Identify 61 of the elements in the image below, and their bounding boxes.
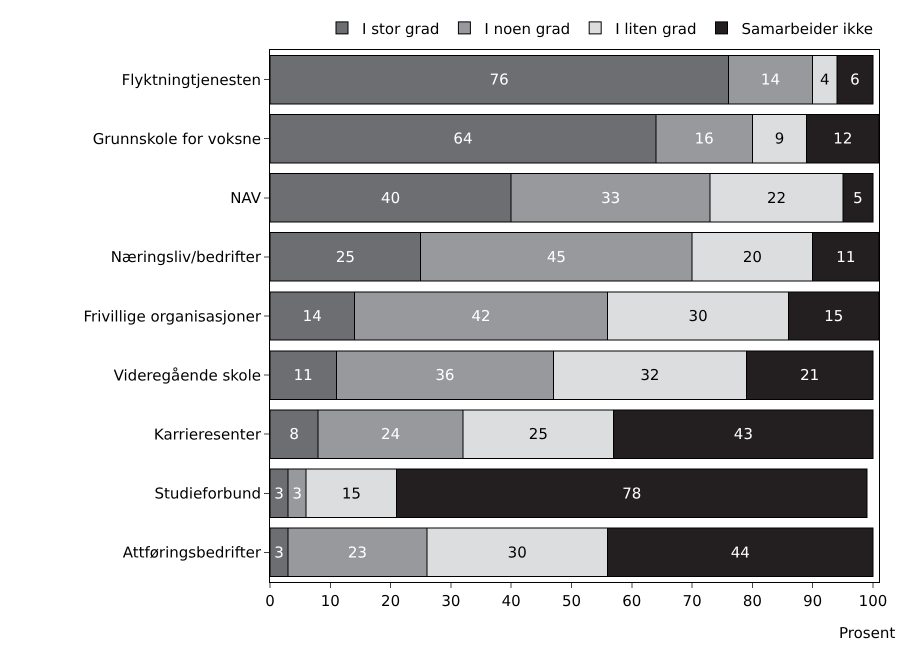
data-label: 40 xyxy=(381,188,400,207)
data-label: 14 xyxy=(760,70,780,89)
data-label: 3 xyxy=(274,543,284,562)
data-label: 12 xyxy=(833,130,852,148)
data-label: 15 xyxy=(824,307,844,325)
data-label: 30 xyxy=(508,543,527,562)
data-label: 25 xyxy=(336,248,355,266)
legend-label: Samarbeider ikke xyxy=(742,20,874,38)
data-label: 76 xyxy=(490,70,509,89)
y-tick-label: Frivillige organisasjoner xyxy=(84,307,262,326)
data-label: 24 xyxy=(381,425,400,444)
data-label: 6 xyxy=(850,70,860,89)
data-label: 33 xyxy=(601,188,620,207)
data-label: 22 xyxy=(766,188,786,207)
data-label: 3 xyxy=(292,484,302,502)
x-tick-label: 80 xyxy=(742,592,762,610)
data-label: 32 xyxy=(640,366,660,384)
data-label: 5 xyxy=(853,188,863,207)
data-label: 3 xyxy=(274,484,284,502)
data-label: 15 xyxy=(342,484,361,502)
data-label: 11 xyxy=(836,248,856,266)
legend-label: I liten grad xyxy=(615,20,697,38)
data-label: 8 xyxy=(289,425,299,444)
data-label: 9 xyxy=(774,130,784,148)
y-tick-label: Studieforbund xyxy=(154,484,261,503)
x-tick-label: 70 xyxy=(682,592,702,610)
data-label: 20 xyxy=(742,248,762,266)
y-tick-label: Grunnskole for voksne xyxy=(92,130,261,148)
data-label: 43 xyxy=(734,425,753,444)
data-label: 23 xyxy=(348,543,367,562)
x-tick-label: 40 xyxy=(502,592,521,610)
legend-label: I stor grad xyxy=(362,20,440,38)
legend-label: I noen grad xyxy=(484,20,570,38)
data-label: 16 xyxy=(694,130,714,148)
x-tick-label: 10 xyxy=(320,592,340,610)
x-tick-label: 30 xyxy=(441,592,460,610)
data-label: 21 xyxy=(800,366,820,384)
x-tick-label: 60 xyxy=(622,592,642,610)
x-tick-label: 0 xyxy=(265,592,275,610)
x-axis-title: Prosent xyxy=(839,624,896,642)
x-tick-label: 90 xyxy=(803,592,822,610)
x-tick-label: 100 xyxy=(858,592,888,610)
x-tick-label: 50 xyxy=(562,592,582,610)
data-label: 42 xyxy=(471,307,491,325)
data-label: 78 xyxy=(622,484,642,502)
data-label: 36 xyxy=(435,366,454,384)
y-tick-label: Attføringsbedrifter xyxy=(122,544,262,562)
y-tick-label: NAV xyxy=(230,189,262,208)
y-tick-label: Karrieresenter xyxy=(154,425,262,444)
data-label: 44 xyxy=(730,543,750,562)
y-tick-label: Videregående skole xyxy=(114,366,261,384)
y-tick-label: Næringsliv/bedrifter xyxy=(110,248,262,266)
y-tick-label: Flyktningtjenesten xyxy=(122,70,261,89)
data-label: 14 xyxy=(302,307,322,325)
data-label: 30 xyxy=(688,307,708,325)
data-label: 64 xyxy=(453,130,472,148)
data-label: 25 xyxy=(528,425,548,444)
data-label: 11 xyxy=(294,366,313,384)
x-tick-label: 20 xyxy=(381,592,400,610)
data-label: 45 xyxy=(546,248,566,266)
data-label: 4 xyxy=(820,70,830,89)
